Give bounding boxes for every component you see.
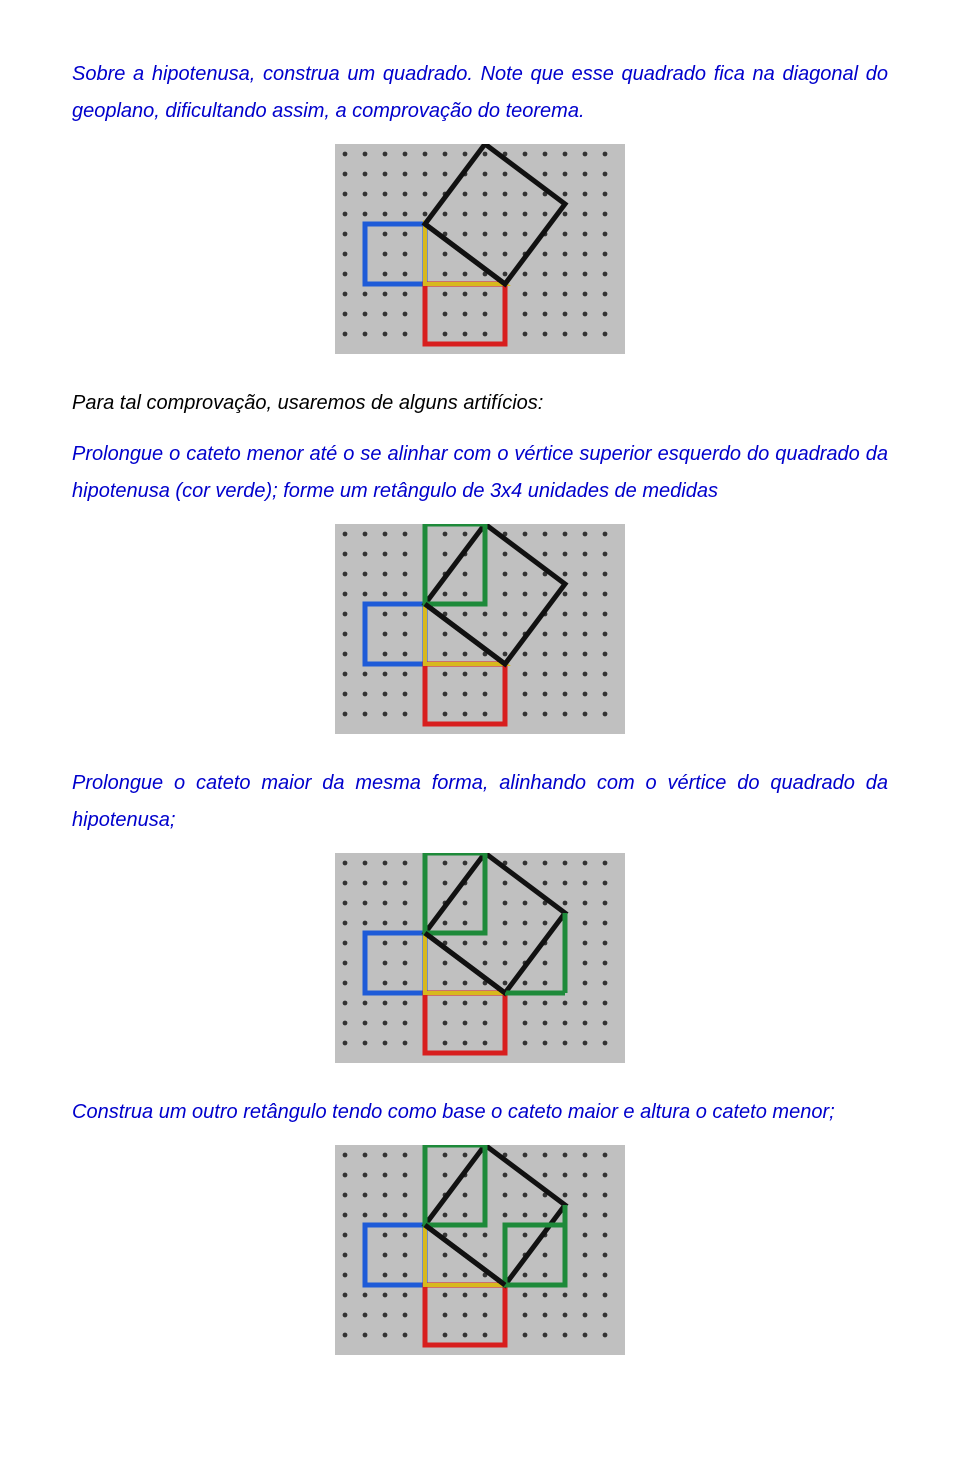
figure-4 (335, 1145, 625, 1355)
figure-1-wrap (72, 144, 888, 367)
paragraph-3: Prolongue o cateto maior da mesma forma,… (72, 765, 888, 839)
figure-2 (335, 524, 625, 734)
figure-3-wrap (72, 853, 888, 1076)
figure-2-wrap (72, 524, 888, 747)
paragraph-4: Construa um outro retângulo tendo como b… (72, 1094, 888, 1131)
paragraph-1: Sobre a hipotenusa, construa um quadrado… (72, 56, 888, 130)
paragraph-2b: Prolongue o cateto menor até o se alinha… (72, 436, 888, 510)
paragraph-2a: Para tal comprovação, usaremos de alguns… (72, 385, 888, 422)
figure-4-wrap (72, 1145, 888, 1368)
figure-1 (335, 144, 625, 354)
figure-3 (335, 853, 625, 1063)
